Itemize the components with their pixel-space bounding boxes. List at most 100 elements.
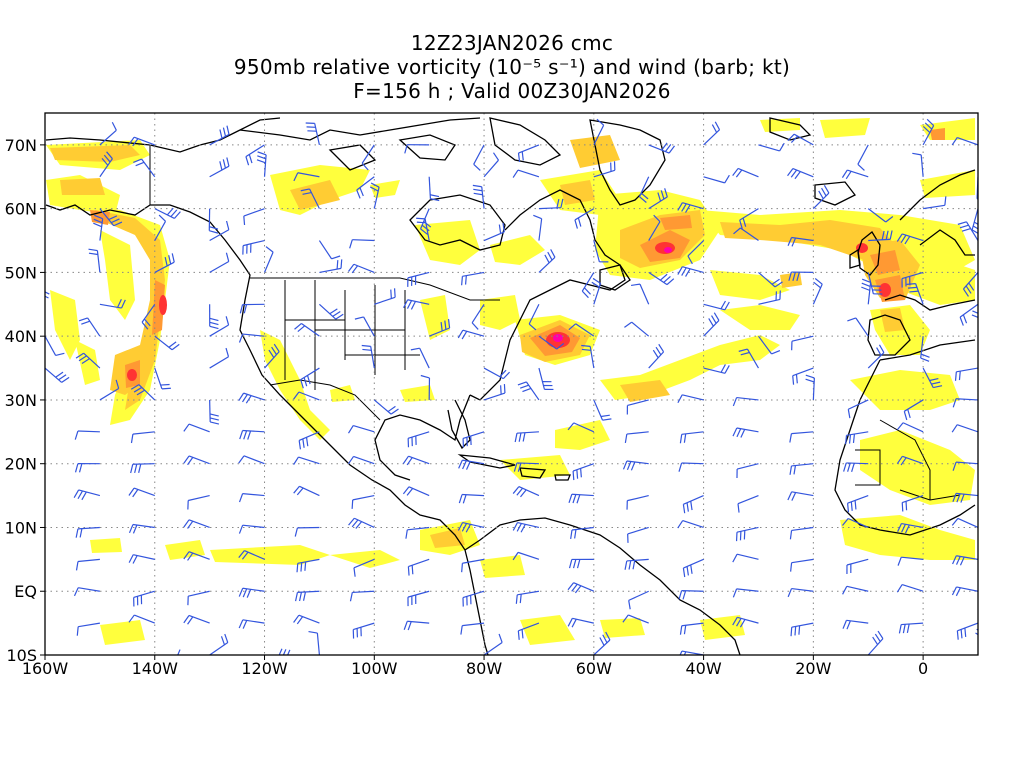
wind-barb [952, 518, 978, 527]
wind-barb [210, 221, 229, 241]
wind-barb [952, 425, 978, 432]
wind-barb [847, 318, 868, 336]
wind-barb [738, 496, 758, 513]
wind-barb [77, 559, 100, 570]
wind-barb [624, 322, 648, 336]
wind-barb [897, 423, 923, 432]
wind-barb [843, 586, 869, 594]
wind-barb [533, 215, 541, 240]
wind-barb [704, 122, 720, 145]
lon-tick-label: 40W [685, 659, 721, 678]
wind-barb [408, 272, 429, 286]
wind-barb [210, 253, 229, 273]
wind-barb [539, 655, 555, 676]
wind-barb [733, 554, 759, 562]
wind-barb [296, 591, 320, 601]
wind-barb [539, 249, 555, 272]
wind-barb [678, 267, 704, 277]
wind-barb [462, 272, 484, 285]
wind-barb [131, 432, 154, 443]
wind-barb [265, 247, 274, 273]
wind-barb [463, 432, 484, 448]
wind-barb [848, 496, 869, 513]
wind-barb [842, 170, 868, 179]
wind-barb [704, 175, 730, 183]
wind-barb [680, 432, 703, 443]
wind-barb [77, 623, 100, 636]
wind-barb [792, 336, 814, 350]
wind-barb [294, 615, 320, 624]
lat-tick-label: 20N [5, 455, 37, 474]
wind-barb [76, 464, 100, 473]
wind-barb [458, 330, 484, 339]
wind-barb [899, 623, 923, 633]
wind-barb [733, 398, 758, 406]
wind-barb [19, 554, 45, 563]
wind-barb [956, 368, 978, 381]
lon-tick-label: 60W [576, 659, 612, 678]
wind-barb [683, 496, 703, 514]
wind-barb [790, 527, 813, 539]
wind-barb [484, 368, 510, 379]
wind-barb [513, 170, 539, 178]
wind-barb [847, 559, 868, 574]
wind-barb [45, 368, 69, 382]
wind-barb [362, 345, 375, 368]
wind-barb [75, 431, 100, 440]
wind-barb [972, 311, 981, 336]
wind-barb [405, 145, 429, 154]
wind-barb [129, 488, 155, 497]
lat-tick-label: 30N [5, 391, 37, 410]
wind-barb [355, 317, 374, 336]
lat-tick-label: 10N [5, 518, 37, 537]
wind-barb [649, 344, 664, 368]
lon-tick-label: 0 [918, 659, 928, 678]
wind-barb [960, 304, 978, 325]
wind-barb [790, 432, 814, 443]
wind-barb [19, 423, 45, 432]
wind-barb [350, 240, 375, 249]
wind-barb [806, 375, 815, 400]
wind-barb [627, 496, 649, 510]
wind-barb [573, 464, 594, 480]
wind-barb [374, 288, 395, 304]
wind-barb [96, 655, 105, 680]
wind-barb [210, 400, 219, 424]
wind-barb [429, 177, 439, 201]
wind-barb [539, 368, 553, 389]
wind-barb [133, 159, 154, 177]
wind-barb [957, 623, 978, 640]
wind-barb [129, 525, 154, 534]
wind-barb [737, 464, 758, 478]
lon-tick-label: 80W [466, 659, 502, 678]
vorticity-shading [46, 118, 975, 645]
wind-barb [349, 518, 375, 528]
wind-barb [594, 400, 612, 420]
wind-barb [519, 145, 539, 162]
wind-barb [184, 424, 210, 432]
wind-barb [749, 655, 759, 681]
wind-barb [404, 621, 429, 630]
wind-barb [848, 400, 868, 418]
wind-barb [352, 496, 374, 509]
wind-barb [155, 650, 180, 658]
wind-barb [243, 241, 265, 255]
wind-barb [210, 304, 219, 328]
wind-barb [474, 145, 484, 171]
wind-barb [79, 318, 100, 336]
lat-tick-label: 60N [5, 200, 37, 219]
wind-barb [791, 623, 813, 636]
wind-barb [679, 591, 704, 600]
wind-barb [912, 153, 923, 176]
wind-barb [623, 461, 648, 470]
wind-barb [570, 559, 594, 568]
lat-tick-label: 70N [5, 136, 37, 155]
wind-barb [20, 620, 45, 628]
wind-barb [295, 527, 319, 536]
wind-barb [348, 456, 374, 463]
wind-barb [704, 313, 719, 337]
wind-barb [568, 618, 594, 627]
wind-barb [353, 623, 374, 638]
wind-barb [861, 279, 870, 304]
wind-barb [628, 527, 649, 542]
